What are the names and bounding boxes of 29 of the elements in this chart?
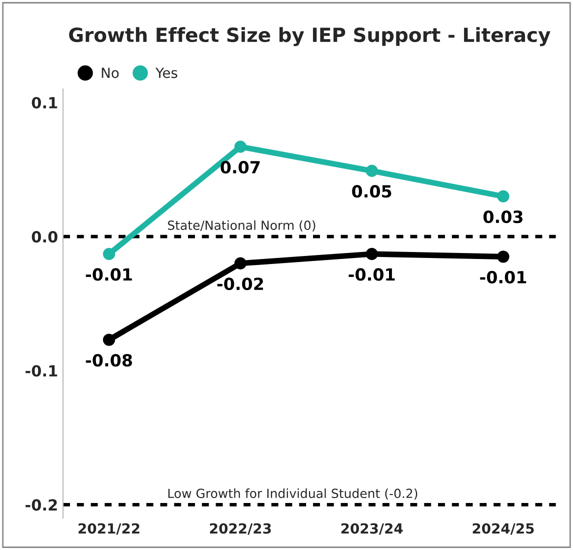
x-tick-label: 2021/22 <box>78 523 140 535</box>
y-tick-label: -0.1 <box>26 365 58 377</box>
x-tick-label: 2024/25 <box>472 523 534 535</box>
ref-line-label: Low Growth for Individual Student (-0.2) <box>168 488 418 500</box>
y-tick-label: -0.2 <box>26 499 57 511</box>
point <box>102 334 116 346</box>
point <box>497 250 510 263</box>
point <box>102 248 116 260</box>
point <box>497 190 510 202</box>
data-label: -0.01 <box>480 270 526 284</box>
data-label: -0.02 <box>217 278 264 290</box>
x-tick-label: 2022/23 <box>210 523 271 535</box>
chart-title: Growth Effect Size by IEP Support - Literacy <box>69 27 550 46</box>
legend-label: No <box>102 68 119 78</box>
point <box>366 164 378 177</box>
data-label: -0.01 <box>86 268 132 281</box>
data-label: -0.08 <box>86 354 132 367</box>
point <box>366 248 378 260</box>
y-tick-label: 0.0 <box>32 231 58 243</box>
data-label: -0.01 <box>348 268 395 281</box>
ref-line-label: State/National Norm (0) <box>168 220 316 232</box>
data-label: 0.05 <box>352 185 392 198</box>
x-tick-label: 2023/24 <box>341 523 403 535</box>
point <box>234 257 247 270</box>
y-tick-label: 0.1 <box>32 96 58 109</box>
data-label: 0.03 <box>483 210 522 224</box>
legend-label: Yes <box>156 68 178 78</box>
point <box>234 140 247 153</box>
data-label: 0.07 <box>220 160 260 174</box>
